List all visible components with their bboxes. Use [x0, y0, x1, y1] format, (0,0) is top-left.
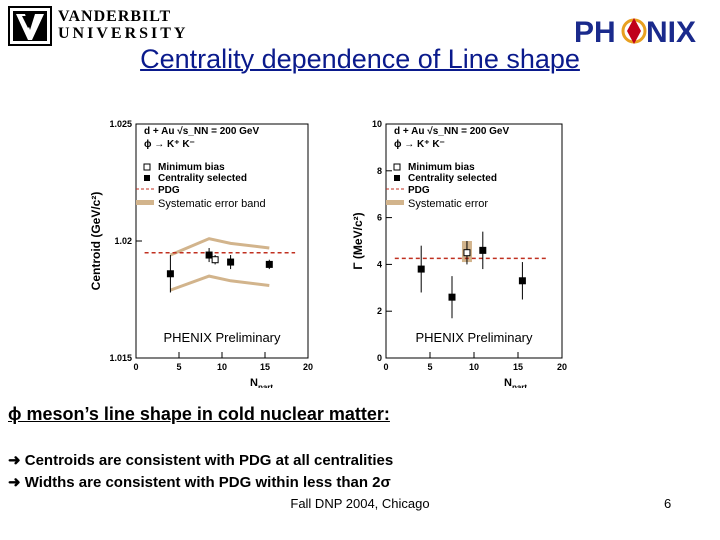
legend-decay: ϕ → K⁺ K⁻ [394, 139, 445, 150]
y-axis-label: Centroid (GeV/c²) [89, 192, 103, 291]
x-tick-label: 10 [217, 362, 227, 372]
meson-heading: ϕ meson’s line shape in cold nuclear mat… [8, 404, 390, 424]
x-tick-label: 0 [133, 362, 138, 372]
legend-minbias: Minimum bias [158, 162, 225, 173]
y-tick-label: 1.02 [114, 236, 132, 246]
legend-centrality-marker [394, 175, 400, 181]
x-tick-label: 20 [303, 362, 313, 372]
page-number: 6 [664, 496, 672, 511]
y-tick-label: 6 [377, 213, 382, 223]
x-axis-label: Npart [250, 377, 273, 388]
centrality-point [448, 293, 456, 301]
centrality-point [417, 265, 425, 273]
vanderbilt-logo [8, 6, 52, 46]
university-name-line-1: VANDERBILT [58, 8, 172, 25]
legend-centrality: Centrality selected [158, 173, 247, 184]
legend-system: d + Au √s_NN = 200 GeV [144, 126, 259, 137]
arrow-icon: ➜ [8, 452, 25, 469]
centrality-point [227, 258, 235, 266]
arrow-icon: ➜ [8, 474, 25, 491]
y-tick-label: 2 [377, 306, 382, 316]
legend-minbias-marker [143, 163, 151, 171]
legend-minbias-marker [393, 163, 401, 171]
centrality-point [166, 270, 174, 278]
y-tick-label: 0 [377, 353, 382, 363]
x-tick-label: 10 [469, 362, 479, 372]
bullet-text: Widths are consistent with PDG within le… [24, 474, 391, 491]
centrality-point [265, 260, 273, 268]
bullet-list: ➜ Centroids are consistent with PDG at a… [8, 450, 393, 494]
legend-decay: ϕ → K⁺ K⁻ [144, 139, 195, 150]
legend-system: d + Au √s_NN = 200 GeV [394, 126, 509, 137]
x-tick-label: 5 [176, 362, 181, 372]
bullet-item: ➜ Widths are consistent with PDG within … [8, 472, 393, 494]
legend-systematic: Systematic error band [158, 198, 266, 210]
y-tick-label: 1.025 [109, 119, 132, 129]
legend-systematic-marker [136, 200, 154, 205]
legend-systematic-marker [386, 200, 404, 205]
svg-text:NIX: NIX [646, 16, 696, 48]
x-tick-label: 0 [383, 362, 388, 372]
centrality-point [479, 246, 487, 254]
legend-systematic: Systematic error [408, 198, 488, 210]
systematic-band-upper [169, 237, 270, 257]
y-tick-label: 4 [377, 259, 382, 269]
footer-text: Fall DNP 2004, Chicago [290, 496, 430, 511]
y-tick-label: 10 [372, 119, 382, 129]
minbias-point [211, 256, 219, 264]
y-tick-label: 8 [377, 166, 382, 176]
y-axis-label: Γ (MeV/c²) [351, 212, 365, 269]
x-tick-label: 5 [427, 362, 432, 372]
university-name-line-2: UNIVERSITY [58, 25, 189, 42]
legend-centrality-marker [144, 175, 150, 181]
phenix-logo: PH NIX [574, 16, 696, 48]
minbias-point [463, 249, 471, 257]
centrality-point [205, 251, 213, 259]
legend-minbias: Minimum bias [408, 162, 475, 173]
bullet-text: Centroids are consistent with PDG at all… [24, 452, 394, 469]
x-tick-label: 20 [557, 362, 567, 372]
centroid-chart: 0 5 10 15 20 1.015 1.02 1.025 Centroid (GeV/c²) N… [89, 119, 313, 388]
systematic-band-lower [169, 274, 270, 292]
legend-pdg: PDG [408, 185, 430, 196]
width-chart: 0 5 10 15 20 0 2 4 6 8 10 Γ (MeV/c²) Npart d + Au √s_… [351, 119, 567, 388]
x-axis-label: Npart [504, 377, 527, 388]
preliminary-label: PHENIX Preliminary [163, 330, 281, 345]
x-tick-label: 15 [513, 362, 523, 372]
legend-pdg: PDG [158, 185, 180, 196]
x-tick-label: 15 [260, 362, 270, 372]
centrality-point [518, 277, 526, 285]
slide-title: Centrality dependence of Line shape [140, 44, 580, 74]
plot-frame [385, 123, 563, 359]
y-tick-label: 1.015 [109, 353, 132, 363]
bullet-item: ➜ Centroids are consistent with PDG at a… [8, 450, 393, 472]
university-name: VANDERBILT UNIVERSITY [58, 8, 188, 42]
svg-text:PH: PH [574, 16, 616, 48]
preliminary-label: PHENIX Preliminary [415, 330, 533, 345]
legend-centrality: Centrality selected [408, 173, 497, 184]
